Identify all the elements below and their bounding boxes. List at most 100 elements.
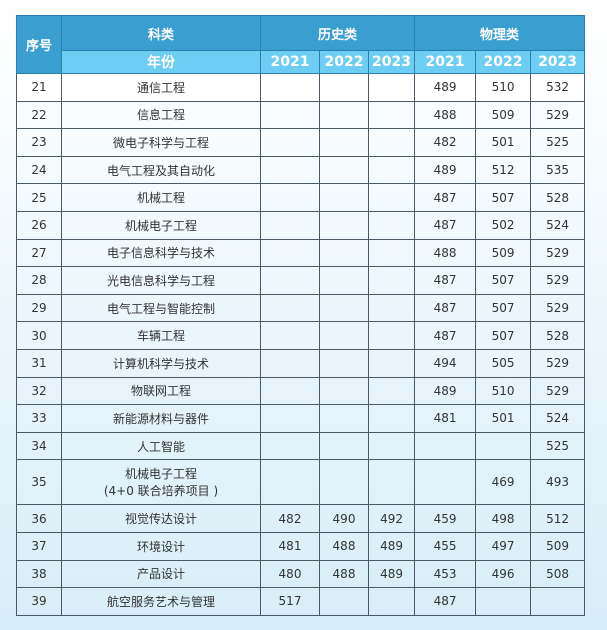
- physics-score: 469: [475, 459, 532, 506]
- major-name: 电气工程与智能控制: [61, 293, 261, 323]
- table-row: 27 电子信息科学与技术 488 509 529: [16, 238, 586, 268]
- table-row: 22 信息工程 488 509 529: [16, 100, 586, 130]
- header-year-cell: 2021: [414, 50, 477, 74]
- physics-score: 529: [530, 238, 586, 268]
- physics-score: 453: [414, 559, 477, 589]
- header-year-cell: 2022: [319, 50, 369, 74]
- history-score: 490: [319, 504, 369, 533]
- row-number: 34: [16, 431, 62, 461]
- physics-score: 487: [414, 293, 477, 323]
- major-name: 信息工程: [61, 100, 261, 130]
- row-number: 36: [16, 504, 62, 533]
- row-number: 31: [16, 348, 62, 378]
- row-number: 21: [16, 73, 62, 102]
- physics-score: 535: [530, 155, 586, 185]
- admission-score-table: 序号 科类 历史类 物理类 年份 2021 2022 2023 2021 202…: [16, 15, 586, 616]
- major-name: 环境设计: [61, 531, 261, 561]
- table-row: 38 产品设计 480 488 489 453 496 508: [16, 559, 586, 589]
- history-score: [260, 210, 320, 240]
- physics-score: 494: [414, 348, 477, 378]
- physics-score: 487: [414, 183, 477, 212]
- history-score: 488: [319, 559, 369, 589]
- physics-score: 496: [475, 559, 532, 589]
- history-score: [319, 376, 369, 406]
- major-name: 新能源材料与器件: [61, 404, 261, 433]
- physics-score: 481: [414, 404, 477, 433]
- history-score: [319, 183, 369, 212]
- history-score: 517: [260, 587, 320, 616]
- physics-score: 525: [530, 128, 586, 157]
- physics-score: 489: [414, 376, 477, 406]
- row-number: 26: [16, 210, 62, 240]
- header-year-cell: 2023: [530, 50, 586, 74]
- table-row: 37 环境设计 481 488 489 455 497 509: [16, 531, 586, 561]
- header-history: 历史类: [259, 15, 416, 51]
- history-score: [367, 348, 416, 378]
- physics-score: 489: [414, 73, 477, 102]
- physics-score: 482: [414, 128, 477, 157]
- history-score: [319, 128, 369, 157]
- major-name: 机械电子工程: [61, 210, 261, 240]
- physics-score: 497: [475, 531, 532, 561]
- physics-score: 529: [530, 348, 586, 378]
- row-number: 27: [16, 238, 62, 268]
- table-row: 29 电气工程与智能控制 487 507 529: [16, 293, 586, 323]
- physics-score: 501: [475, 404, 532, 433]
- major-name: 物联网工程: [61, 376, 261, 406]
- history-score: [319, 100, 369, 130]
- header-year-cell: 2023: [367, 50, 416, 74]
- physics-score: 529: [530, 293, 586, 323]
- physics-score: 525: [530, 431, 586, 461]
- table-row: 25 机械工程 487 507 528: [16, 183, 586, 212]
- major-name: 微电子科学与工程: [61, 128, 261, 157]
- physics-score: [475, 587, 532, 616]
- physics-score: 488: [414, 238, 477, 268]
- history-score: [319, 348, 369, 378]
- major-name: 机械工程: [61, 183, 261, 212]
- history-score: [319, 587, 369, 616]
- history-score: [367, 376, 416, 406]
- physics-score: 528: [530, 321, 586, 350]
- header-physics: 物理类: [414, 15, 586, 51]
- history-score: [260, 183, 320, 212]
- history-score: [260, 266, 320, 295]
- major-name: 机械电子工程 (4+0 联合培养项目 ): [61, 459, 261, 506]
- physics-score: 510: [475, 73, 532, 102]
- history-score: [367, 73, 416, 102]
- physics-score: 532: [530, 73, 586, 102]
- header-year: 年份: [61, 50, 261, 74]
- row-number: 32: [16, 376, 62, 406]
- history-score: [367, 155, 416, 185]
- history-score: [260, 321, 320, 350]
- header-category: 科类: [61, 15, 261, 51]
- physics-score: 488: [414, 100, 477, 130]
- physics-score: 487: [414, 266, 477, 295]
- history-score: [260, 100, 320, 130]
- physics-score: 510: [475, 376, 532, 406]
- history-score: [260, 459, 320, 506]
- major-name-line: 机械电子工程: [124, 467, 197, 482]
- table-row: 35 机械电子工程 (4+0 联合培养项目 ) 469 493: [16, 459, 586, 506]
- physics-score: 493: [530, 459, 586, 506]
- major-name: 通信工程: [61, 73, 261, 102]
- physics-score: 459: [414, 504, 477, 533]
- table-row: 36 视觉传达设计 482 490 492 459 498 512: [16, 504, 586, 533]
- physics-score: 512: [530, 504, 586, 533]
- physics-score: 505: [475, 348, 532, 378]
- major-name: 产品设计: [61, 559, 261, 589]
- physics-score: 507: [475, 266, 532, 295]
- row-number: 39: [16, 587, 62, 616]
- physics-score: 502: [475, 210, 532, 240]
- physics-score: [414, 431, 477, 461]
- history-score: [319, 321, 369, 350]
- major-name: 人工智能: [61, 431, 261, 461]
- major-name-note: (4+0 联合培养项目 ): [103, 484, 219, 499]
- table-row: 26 机械电子工程 487 502 524: [16, 210, 586, 240]
- history-score: 480: [260, 559, 320, 589]
- physics-score: 508: [530, 559, 586, 589]
- history-score: [260, 238, 320, 268]
- history-score: 488: [319, 531, 369, 561]
- physics-score: 487: [414, 210, 477, 240]
- row-number: 25: [16, 183, 62, 212]
- history-score: [260, 155, 320, 185]
